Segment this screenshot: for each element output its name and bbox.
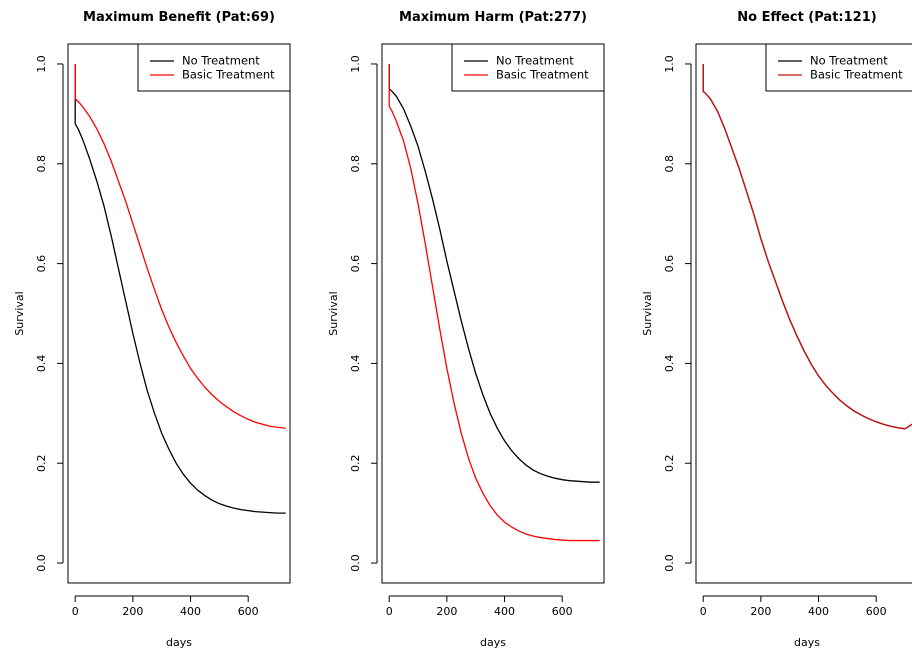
panel-1-y-tick-label: 0.4 (35, 355, 48, 373)
panel-1-x-tick-label: 200 (122, 605, 143, 618)
panel-3-y-tick-label: 1.0 (663, 55, 676, 73)
panel-3-x-tick-label: 0 (700, 605, 707, 618)
panel-2-legend-label: No Treatment (496, 54, 574, 68)
panel-2-y-tick-label: 0.6 (349, 255, 362, 273)
panel-1-series-no-treatment-line (74, 63, 286, 514)
panel-2-y-tick-label: 0.4 (349, 355, 362, 373)
panel-1-frame (67, 43, 291, 584)
panel-1-x-tick-label: 600 (238, 605, 259, 618)
panel-2-frame (381, 43, 605, 584)
panel-2-y-axis-label: Survival (327, 291, 340, 335)
panel-3-x-axis-label: days (794, 636, 820, 649)
panel-1-legend-label: No Treatment (182, 54, 260, 68)
panel-3-legend-label: No Treatment (810, 54, 888, 68)
panel-3-y-tick-label: 0.0 (663, 554, 676, 572)
panel-3-series-no-treatment-line (702, 63, 912, 430)
panel-3-y-tick-label: 0.2 (663, 454, 676, 472)
panel-2-x-tick-label: 600 (552, 605, 573, 618)
panel-3-y-tick-label: 0.8 (663, 155, 676, 173)
panel-3-series-basic-treatment-line (702, 63, 912, 430)
panel-3-x-tick-label: 400 (808, 605, 829, 618)
panel-1-x-tick-label: 400 (180, 605, 201, 618)
panel-2-legend-label: Basic Treatment (496, 68, 589, 82)
panel-2-legend-box (451, 43, 605, 92)
panel-3-y-tick-label: 0.6 (663, 255, 676, 273)
panel-2-series-no-treatment-line (388, 63, 600, 483)
panel-2-y-tick-label: 0.8 (349, 155, 362, 173)
panel-2-x-tick-label: 200 (436, 605, 457, 618)
panel-2-x-tick-label: 400 (494, 605, 515, 618)
panel-3-title: No Effect (Pat:121) (737, 10, 876, 25)
panel-1-y-tick-label: 0.0 (35, 554, 48, 572)
panel-2-y-tick-label: 1.0 (349, 55, 362, 73)
panel-3-y-axis-label: Survival (641, 291, 654, 335)
panel-1-series-basic-treatment-line (74, 63, 286, 429)
panel-3-legend-box (765, 43, 912, 92)
panel-2-x-tick-label: 0 (386, 605, 393, 618)
panel-1-y-tick-label: 0.6 (35, 255, 48, 273)
panel-1-y-tick-label: 1.0 (35, 55, 48, 73)
panel-1-x-tick-label: 0 (72, 605, 79, 618)
panel-2-x-axis-label: days (480, 636, 506, 649)
panel-1-x-axis-label: days (166, 636, 192, 649)
panel-1-y-axis-label: Survival (13, 291, 26, 335)
panel-3-frame (695, 43, 912, 584)
panel-1-title: Maximum Benefit (Pat:69) (83, 10, 275, 25)
panel-3-y-tick-label: 0.4 (663, 355, 676, 373)
panel-3-legend-label: Basic Treatment (810, 68, 903, 82)
panel-1-y-tick-label: 0.8 (35, 155, 48, 173)
panel-1-legend-box (137, 43, 291, 92)
panel-2-y-tick-label: 0.0 (349, 554, 362, 572)
panel-2-series-basic-treatment-line (388, 63, 600, 542)
panel-3-x-tick-label: 200 (750, 605, 771, 618)
panel-1-y-tick-label: 0.2 (35, 454, 48, 472)
panel-1-legend-label: Basic Treatment (182, 68, 275, 82)
panel-2-title: Maximum Harm (Pat:277) (399, 10, 587, 25)
panel-2-y-tick-label: 0.2 (349, 454, 362, 472)
panel-3-x-tick-label: 600 (866, 605, 887, 618)
